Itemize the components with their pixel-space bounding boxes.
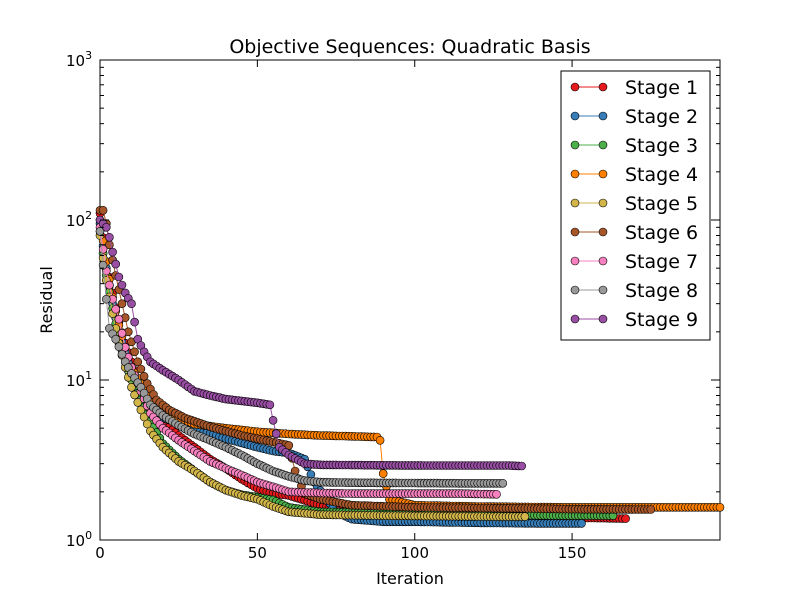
legend-label: Stage 4 <box>625 164 698 186</box>
data-point <box>265 400 275 410</box>
legend-entry: Stage 9 <box>570 309 698 331</box>
legend-label: Stage 1 <box>625 77 698 99</box>
legend-label: Stage 9 <box>625 309 698 331</box>
legend-marker <box>598 285 608 295</box>
legend-marker <box>570 314 580 324</box>
series-stage-8 <box>95 227 508 488</box>
legend-label: Stage 8 <box>625 280 698 302</box>
legend-marker <box>570 227 580 237</box>
legend: Stage 1 Stage 2 Stage 3 Stage 4 Stage 5 Stage… <box>560 70 711 341</box>
data-point <box>114 314 124 324</box>
data-point <box>136 405 146 415</box>
data-point <box>98 244 108 254</box>
data-point <box>577 519 586 528</box>
series-layer <box>95 206 725 528</box>
data-point <box>520 512 530 521</box>
legend-marker <box>598 198 608 208</box>
data-point <box>117 299 127 309</box>
data-point <box>117 328 127 338</box>
data-point <box>114 272 124 282</box>
legend-marker <box>598 111 608 121</box>
data-point <box>621 514 630 523</box>
data-point <box>111 304 120 314</box>
legend-label: Stage 3 <box>625 135 698 157</box>
y-tick-label: 103 <box>66 49 92 70</box>
data-point <box>517 461 527 471</box>
legend-label: Stage 6 <box>625 222 698 244</box>
data-point <box>136 364 146 374</box>
legend-label: Stage 2 <box>625 106 698 128</box>
series-stage-5 <box>95 231 530 521</box>
data-point <box>127 299 136 309</box>
chart-title: Objective Sequences: Quadratic Basis <box>229 36 590 58</box>
data-point <box>117 280 127 290</box>
legend-marker <box>598 256 608 266</box>
data-point <box>646 505 656 514</box>
data-point <box>130 347 139 357</box>
data-point <box>375 435 385 445</box>
data-point <box>133 398 143 407</box>
legend-marker <box>570 111 580 121</box>
legend-marker <box>598 227 608 237</box>
legend-entry: Stage 6 <box>570 222 698 244</box>
x-tick-label: 150 <box>558 544 587 562</box>
legend-marker <box>570 140 580 150</box>
data-point <box>139 371 149 381</box>
legend-marker <box>598 82 608 92</box>
legend-marker <box>570 82 580 92</box>
data-point <box>102 294 111 304</box>
legend-entry: Stage 3 <box>570 135 698 157</box>
axes-layer: 0 50 100 150 100 101 102 103 <box>66 49 720 562</box>
data-point <box>111 334 120 344</box>
legend-marker <box>598 169 608 179</box>
data-point <box>117 349 127 359</box>
legend-entry: Stage 8 <box>570 280 698 302</box>
x-axis-label: Iteration <box>376 569 444 588</box>
legend-entry: Stage 4 <box>570 164 698 186</box>
data-point <box>127 382 136 392</box>
data-point <box>133 357 143 367</box>
legend-marker <box>570 285 580 295</box>
legend-entry: Stage 2 <box>570 106 698 128</box>
legend-label: Stage 5 <box>625 193 698 215</box>
x-tick-label: 50 <box>248 544 267 562</box>
data-point <box>142 419 152 429</box>
legend-entry: Stage 1 <box>570 77 698 99</box>
data-point <box>108 247 117 257</box>
y-tick-label: 101 <box>66 369 92 390</box>
data-point <box>105 280 114 290</box>
data-point <box>139 412 149 422</box>
legend-marker <box>570 198 580 208</box>
legend-marker <box>570 256 580 266</box>
data-point <box>114 342 124 352</box>
legend-label: Stage 7 <box>625 251 698 273</box>
series-stage-9 <box>95 215 527 471</box>
data-point <box>130 317 139 327</box>
y-tick-label: 100 <box>66 529 92 550</box>
data-point <box>498 478 508 488</box>
data-point <box>271 429 281 439</box>
data-point <box>111 259 120 269</box>
legend-entry: Stage 7 <box>570 251 698 273</box>
data-point <box>268 415 278 425</box>
y-axis-label: Residual <box>37 266 56 334</box>
legend-marker <box>598 314 608 324</box>
data-point <box>284 441 294 450</box>
y-tick-label: 102 <box>66 209 92 230</box>
data-point <box>98 206 108 215</box>
x-tick-label: 0 <box>95 544 105 562</box>
data-point <box>715 502 725 512</box>
data-point <box>105 233 114 242</box>
data-point <box>492 489 501 499</box>
legend-marker <box>598 140 608 150</box>
x-tick-label: 100 <box>400 544 429 562</box>
data-point <box>98 260 108 270</box>
legend-entry: Stage 5 <box>570 193 698 215</box>
legend-marker <box>570 169 580 179</box>
data-point <box>378 469 388 478</box>
